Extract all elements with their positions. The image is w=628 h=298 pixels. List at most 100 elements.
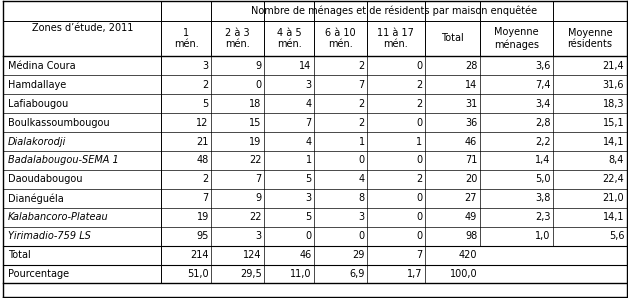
Text: 2: 2 bbox=[359, 99, 365, 109]
Text: 12: 12 bbox=[197, 118, 208, 128]
Text: 2 à 3
mén.: 2 à 3 mén. bbox=[225, 28, 250, 49]
Text: Kalabancoro-Plateau: Kalabancoro-Plateau bbox=[8, 212, 109, 222]
Text: Dialakorodji: Dialakorodji bbox=[8, 136, 67, 147]
Text: 18: 18 bbox=[249, 99, 262, 109]
Text: 0: 0 bbox=[416, 231, 422, 241]
Text: 2,3: 2,3 bbox=[535, 212, 551, 222]
Text: 95: 95 bbox=[197, 231, 208, 241]
Text: 124: 124 bbox=[243, 250, 262, 260]
Text: 2: 2 bbox=[359, 118, 365, 128]
Text: Hamdallaye: Hamdallaye bbox=[8, 80, 67, 90]
Text: 18,3: 18,3 bbox=[603, 99, 624, 109]
Text: 1,0: 1,0 bbox=[535, 231, 551, 241]
Text: 1: 1 bbox=[416, 136, 422, 147]
Text: 22: 22 bbox=[249, 212, 262, 222]
Text: 51,0: 51,0 bbox=[187, 269, 208, 279]
Text: 29: 29 bbox=[352, 250, 365, 260]
Text: 21,4: 21,4 bbox=[603, 61, 624, 71]
Text: 11,0: 11,0 bbox=[290, 269, 311, 279]
Text: 2: 2 bbox=[202, 174, 208, 184]
Text: 0: 0 bbox=[416, 118, 422, 128]
Text: 0: 0 bbox=[359, 156, 365, 165]
Text: 36: 36 bbox=[465, 118, 477, 128]
Text: 31,6: 31,6 bbox=[603, 80, 624, 90]
Text: Médina Coura: Médina Coura bbox=[8, 61, 76, 71]
Text: 2: 2 bbox=[416, 174, 422, 184]
Text: 19: 19 bbox=[197, 212, 208, 222]
Text: Moyenne
ménages: Moyenne ménages bbox=[494, 27, 539, 49]
Text: 420: 420 bbox=[458, 250, 477, 260]
Text: Pourcentage: Pourcentage bbox=[8, 269, 69, 279]
Text: Daoudabougou: Daoudabougou bbox=[8, 174, 83, 184]
Text: 14: 14 bbox=[300, 61, 311, 71]
Text: 46: 46 bbox=[300, 250, 311, 260]
Text: 5: 5 bbox=[305, 212, 311, 222]
Text: Total: Total bbox=[8, 250, 31, 260]
Text: 21,0: 21,0 bbox=[603, 193, 624, 203]
Text: Zones d’étude, 2011: Zones d’étude, 2011 bbox=[31, 24, 133, 33]
Text: 7: 7 bbox=[202, 193, 208, 203]
Text: 2: 2 bbox=[416, 99, 422, 109]
Text: 20: 20 bbox=[465, 174, 477, 184]
Text: 5: 5 bbox=[305, 174, 311, 184]
Text: 7: 7 bbox=[256, 174, 262, 184]
Text: 3,4: 3,4 bbox=[535, 99, 551, 109]
Text: 3: 3 bbox=[306, 80, 311, 90]
Text: 4 à 5
mén.: 4 à 5 mén. bbox=[277, 28, 301, 49]
Text: 22: 22 bbox=[249, 156, 262, 165]
Text: 5,0: 5,0 bbox=[535, 174, 551, 184]
Text: 3,6: 3,6 bbox=[535, 61, 551, 71]
Text: 31: 31 bbox=[465, 99, 477, 109]
Text: 3: 3 bbox=[203, 61, 208, 71]
Text: 15,1: 15,1 bbox=[603, 118, 624, 128]
Text: Dianéguéla: Dianéguéla bbox=[8, 193, 64, 204]
Text: Badalabougou-SEMA 1: Badalabougou-SEMA 1 bbox=[8, 156, 119, 165]
Text: 7: 7 bbox=[305, 118, 311, 128]
Text: 15: 15 bbox=[249, 118, 262, 128]
Text: 2,2: 2,2 bbox=[535, 136, 551, 147]
Text: 5,6: 5,6 bbox=[609, 231, 624, 241]
Text: Moyenne
résidents: Moyenne résidents bbox=[568, 28, 612, 49]
Text: 0: 0 bbox=[416, 212, 422, 222]
Text: 1: 1 bbox=[306, 156, 311, 165]
Text: 7: 7 bbox=[416, 250, 422, 260]
Text: 3: 3 bbox=[256, 231, 262, 241]
Text: 100,0: 100,0 bbox=[450, 269, 477, 279]
Text: 0: 0 bbox=[416, 61, 422, 71]
Text: 8,4: 8,4 bbox=[609, 156, 624, 165]
Text: 98: 98 bbox=[465, 231, 477, 241]
Text: 1,7: 1,7 bbox=[406, 269, 422, 279]
Text: 14,1: 14,1 bbox=[603, 136, 624, 147]
Text: 14,1: 14,1 bbox=[603, 212, 624, 222]
Text: 21: 21 bbox=[197, 136, 208, 147]
Text: 2: 2 bbox=[202, 80, 208, 90]
Text: 11 à 17
mén.: 11 à 17 mén. bbox=[377, 28, 414, 49]
Text: 0: 0 bbox=[256, 80, 262, 90]
Text: Total: Total bbox=[441, 33, 463, 44]
Text: 7: 7 bbox=[359, 80, 365, 90]
Text: 4: 4 bbox=[306, 136, 311, 147]
Text: Boulkassoumbougou: Boulkassoumbougou bbox=[8, 118, 110, 128]
Text: 48: 48 bbox=[197, 156, 208, 165]
Text: 6 à 10
mén.: 6 à 10 mén. bbox=[325, 28, 356, 49]
Text: 0: 0 bbox=[416, 193, 422, 203]
Text: 6,9: 6,9 bbox=[349, 269, 365, 279]
Text: 5: 5 bbox=[202, 99, 208, 109]
Text: Nombre de ménages et de résidents par maison enquêtée: Nombre de ménages et de résidents par ma… bbox=[251, 5, 537, 16]
Text: 49: 49 bbox=[465, 212, 477, 222]
Text: 3,8: 3,8 bbox=[535, 193, 551, 203]
Text: 27: 27 bbox=[465, 193, 477, 203]
Text: 4: 4 bbox=[359, 174, 365, 184]
Text: 7,4: 7,4 bbox=[535, 80, 551, 90]
Text: 4: 4 bbox=[306, 99, 311, 109]
Text: 29,5: 29,5 bbox=[240, 269, 262, 279]
Text: 3: 3 bbox=[306, 193, 311, 203]
Text: 28: 28 bbox=[465, 61, 477, 71]
Text: 0: 0 bbox=[359, 231, 365, 241]
Text: 46: 46 bbox=[465, 136, 477, 147]
Text: 0: 0 bbox=[306, 231, 311, 241]
Text: Lafiabougou: Lafiabougou bbox=[8, 99, 68, 109]
Text: 3: 3 bbox=[359, 212, 365, 222]
Text: 9: 9 bbox=[256, 61, 262, 71]
Text: 22,4: 22,4 bbox=[602, 174, 624, 184]
